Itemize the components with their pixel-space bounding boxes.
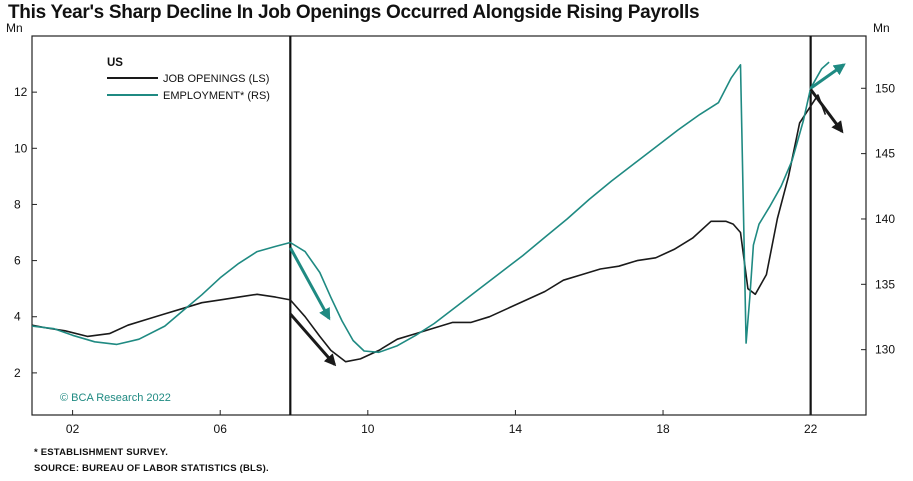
job-openings-line bbox=[31, 94, 827, 363]
left-tick-label: 6 bbox=[14, 254, 21, 268]
right-tick-label: 130 bbox=[875, 343, 895, 357]
vertical-marker-lines bbox=[289, 36, 812, 415]
left-tick-label: 4 bbox=[14, 310, 21, 324]
left-tick-label: 8 bbox=[14, 197, 21, 211]
x-axis: 02 06 10 14 18 22 bbox=[66, 410, 818, 436]
series-layer bbox=[31, 61, 830, 363]
job-openings-arrow-4 bbox=[809, 88, 844, 134]
right-axis-unit: Mn bbox=[873, 21, 890, 35]
plot-border bbox=[31, 35, 867, 416]
left-tick-label: 10 bbox=[14, 141, 28, 155]
footnote: * ESTABLISHMENT SURVEY. bbox=[34, 447, 169, 458]
right-tick-label: 145 bbox=[875, 147, 895, 161]
legend-label-2: EMPLOYMENT* (RS) bbox=[163, 90, 270, 102]
chart-title: This Year's Sharp Decline In Job Opening… bbox=[8, 2, 700, 23]
watermark: © BCA Research 2022 bbox=[60, 392, 171, 404]
legend-region: US bbox=[107, 57, 123, 69]
right-tick-label: 135 bbox=[875, 277, 895, 291]
right-tick-label: 140 bbox=[875, 212, 895, 226]
legend-label-1: JOB OPENINGS (LS) bbox=[163, 73, 269, 85]
right-axis: Mn 130 135 140 145 150 bbox=[861, 21, 895, 357]
chart-svg: Mn 2 4 6 8 10 12 Mn 130 135 140 145 150 02 06 10 14 18 2… bbox=[6, 21, 895, 436]
left-axis-unit: Mn bbox=[6, 21, 23, 35]
arrow-layer bbox=[289, 63, 846, 367]
x-tick-label: 02 bbox=[66, 422, 80, 436]
employment-arrow-3 bbox=[809, 63, 846, 90]
plot-frame bbox=[31, 35, 867, 416]
job-openings-arrow-2 bbox=[289, 312, 337, 367]
x-tick-label: 06 bbox=[214, 422, 228, 436]
source-note: SOURCE: BUREAU OF LABOR STATISTICS (BLS)… bbox=[34, 463, 269, 474]
right-tick-label: 150 bbox=[875, 81, 895, 95]
x-tick-label: 10 bbox=[361, 422, 375, 436]
employment-arrow-1 bbox=[289, 246, 331, 321]
x-tick-label: 22 bbox=[804, 422, 818, 436]
employment-line bbox=[31, 61, 830, 354]
left-tick-label: 12 bbox=[14, 85, 28, 99]
x-tick-label: 14 bbox=[509, 422, 523, 436]
legend: US JOB OPENINGS (LS) EMPLOYMENT* (RS) bbox=[107, 57, 270, 102]
left-axis: Mn 2 4 6 8 10 12 bbox=[6, 21, 37, 380]
x-tick-label: 18 bbox=[656, 422, 670, 436]
left-tick-label: 2 bbox=[14, 366, 21, 380]
